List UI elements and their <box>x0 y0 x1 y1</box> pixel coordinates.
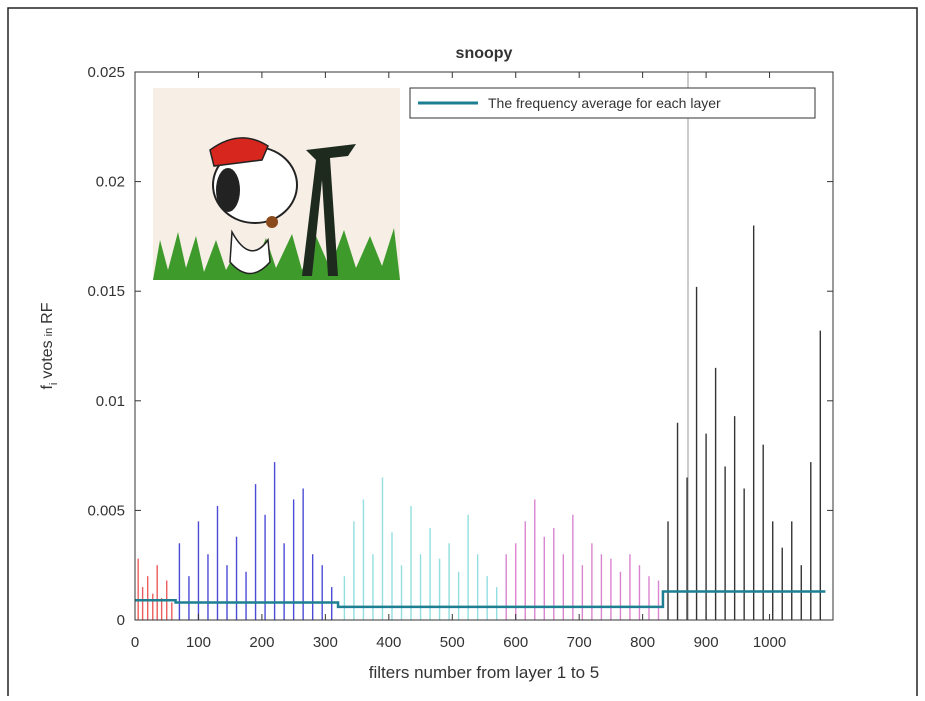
y-label-part: RF <box>39 302 56 324</box>
y-label-sub: i <box>48 383 60 385</box>
x-tick-label: 0 <box>131 634 139 651</box>
chart-title: snoopy <box>456 45 513 62</box>
y-axis-label: fi votes in RF <box>39 302 60 389</box>
legend-label: The frequency average for each layer <box>488 95 721 111</box>
average-line <box>135 590 826 609</box>
x-tick-label: 700 <box>567 634 592 651</box>
y-label-small: in <box>43 328 55 337</box>
x-tick-label: 200 <box>249 634 274 651</box>
x-tick-label: 100 <box>186 634 211 651</box>
x-tick-label: 600 <box>503 634 528 651</box>
plot-marks <box>135 225 826 620</box>
y-label-part: votes <box>39 340 56 378</box>
y-tick-label: 0.01 <box>96 393 125 410</box>
y-tick-label: 0.005 <box>87 502 125 519</box>
snoopy-image <box>153 88 400 280</box>
x-tick-label: 800 <box>630 634 655 651</box>
y-label-part: f <box>39 385 56 390</box>
y-tick-label: 0.02 <box>96 174 125 191</box>
x-tick-label: 500 <box>440 634 465 651</box>
y-tick-label: 0.015 <box>87 283 125 300</box>
axes-box <box>134 71 834 621</box>
x-axis-label: filters number from layer 1 to 5 <box>369 663 600 682</box>
x-tick-label: 400 <box>376 634 401 651</box>
x-tick-label: 1000 <box>753 634 786 651</box>
y-tick-label: 0.025 <box>87 64 125 81</box>
y-tick-label: 0 <box>117 612 125 629</box>
x-tick-label: 300 <box>313 634 338 651</box>
x-tick-label: 900 <box>694 634 719 651</box>
